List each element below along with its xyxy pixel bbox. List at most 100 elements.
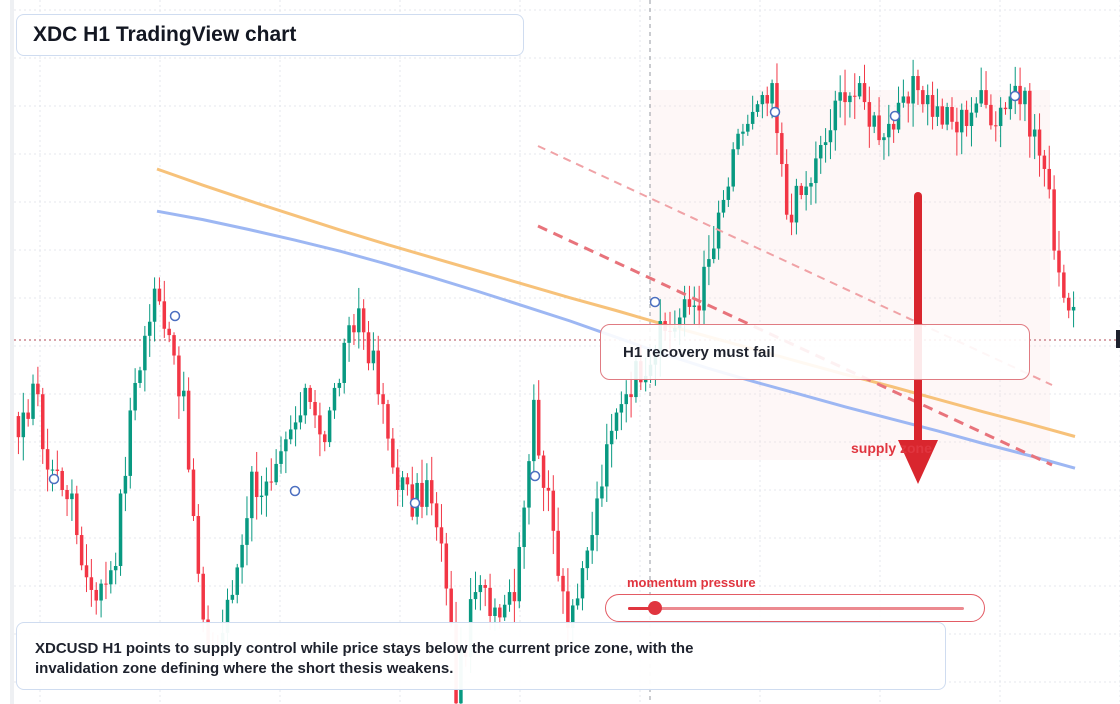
candle bbox=[133, 368, 137, 421]
chart-title-card: XDC H1 TradingView chart bbox=[16, 14, 524, 56]
bearish-arrow-icon bbox=[898, 192, 938, 484]
candle bbox=[624, 380, 628, 423]
candle bbox=[998, 97, 1003, 148]
candle bbox=[303, 383, 308, 424]
momentum-gauge bbox=[605, 594, 985, 622]
candle bbox=[65, 485, 69, 517]
supply-zone-label: supply zone bbox=[851, 440, 932, 456]
candle bbox=[502, 594, 507, 621]
candle bbox=[930, 81, 935, 130]
pivot-marker bbox=[889, 110, 901, 122]
candle bbox=[823, 128, 828, 163]
candle bbox=[147, 304, 152, 357]
candle bbox=[138, 366, 142, 388]
candle bbox=[818, 135, 823, 174]
candle bbox=[585, 547, 590, 581]
candle bbox=[765, 86, 769, 117]
candle bbox=[371, 332, 376, 371]
chart-title: XDC H1 TradingView chart bbox=[33, 23, 297, 46]
left-edge-bar bbox=[10, 0, 14, 704]
candle bbox=[269, 458, 274, 491]
candle bbox=[959, 103, 964, 155]
candle bbox=[425, 463, 429, 516]
candle bbox=[45, 428, 50, 492]
candle bbox=[799, 183, 804, 200]
candle bbox=[600, 464, 604, 507]
candle bbox=[974, 97, 979, 118]
candle bbox=[901, 79, 906, 108]
candle bbox=[862, 64, 867, 110]
candle bbox=[386, 399, 390, 451]
candle bbox=[619, 391, 624, 431]
candle bbox=[925, 84, 930, 126]
candle bbox=[274, 449, 278, 486]
candle bbox=[712, 225, 716, 264]
candle bbox=[186, 377, 191, 473]
candle bbox=[250, 466, 254, 542]
candle bbox=[532, 384, 536, 471]
candle bbox=[794, 178, 799, 235]
candle bbox=[955, 107, 959, 156]
upper-dashed-trendline bbox=[537, 145, 1053, 386]
momentum-knob[interactable] bbox=[647, 601, 662, 615]
candle bbox=[429, 456, 434, 516]
pivot-marker bbox=[48, 473, 60, 485]
candle bbox=[935, 88, 940, 127]
candle bbox=[867, 86, 872, 148]
candle bbox=[36, 366, 40, 407]
candle bbox=[1037, 113, 1042, 177]
candle bbox=[692, 286, 697, 325]
candle bbox=[882, 133, 886, 160]
candle bbox=[264, 467, 269, 517]
candle bbox=[814, 141, 818, 204]
momentum-label: momentum pressure bbox=[627, 575, 756, 590]
candle bbox=[736, 128, 740, 155]
candle bbox=[561, 568, 565, 614]
candle bbox=[381, 382, 385, 424]
candle bbox=[877, 97, 881, 146]
candle bbox=[182, 371, 186, 412]
candle bbox=[780, 122, 784, 177]
candle bbox=[707, 235, 711, 286]
pivot-marker bbox=[1009, 90, 1021, 102]
candle bbox=[395, 449, 400, 507]
candle bbox=[984, 71, 988, 109]
candle bbox=[848, 92, 852, 118]
candle bbox=[366, 321, 371, 371]
candle bbox=[99, 579, 103, 618]
candle bbox=[177, 346, 181, 419]
candle bbox=[337, 378, 342, 397]
candle bbox=[605, 423, 609, 502]
candle bbox=[157, 277, 162, 305]
candle bbox=[128, 397, 133, 489]
candle bbox=[308, 385, 312, 410]
candle bbox=[522, 500, 526, 569]
candle bbox=[235, 563, 239, 604]
candle bbox=[789, 193, 794, 236]
candle bbox=[405, 473, 410, 496]
candle bbox=[541, 450, 546, 512]
pivot-marker bbox=[529, 470, 541, 482]
candle bbox=[527, 454, 531, 525]
candle bbox=[75, 485, 79, 545]
candle bbox=[167, 321, 171, 343]
candle bbox=[376, 335, 380, 405]
candle bbox=[473, 571, 478, 610]
candle bbox=[288, 415, 293, 445]
candle bbox=[298, 392, 303, 430]
candle bbox=[254, 451, 259, 520]
candle bbox=[400, 470, 405, 507]
candle bbox=[40, 387, 45, 464]
lower-dashed-trendline bbox=[537, 224, 1053, 467]
candle bbox=[1052, 175, 1056, 260]
candle bbox=[488, 573, 492, 631]
candle bbox=[595, 481, 599, 552]
candle bbox=[152, 277, 157, 342]
candle bbox=[887, 104, 891, 157]
pivot-marker bbox=[169, 310, 181, 322]
candle bbox=[979, 67, 983, 108]
candle bbox=[556, 507, 560, 582]
candle bbox=[259, 475, 264, 515]
candle bbox=[726, 177, 731, 207]
